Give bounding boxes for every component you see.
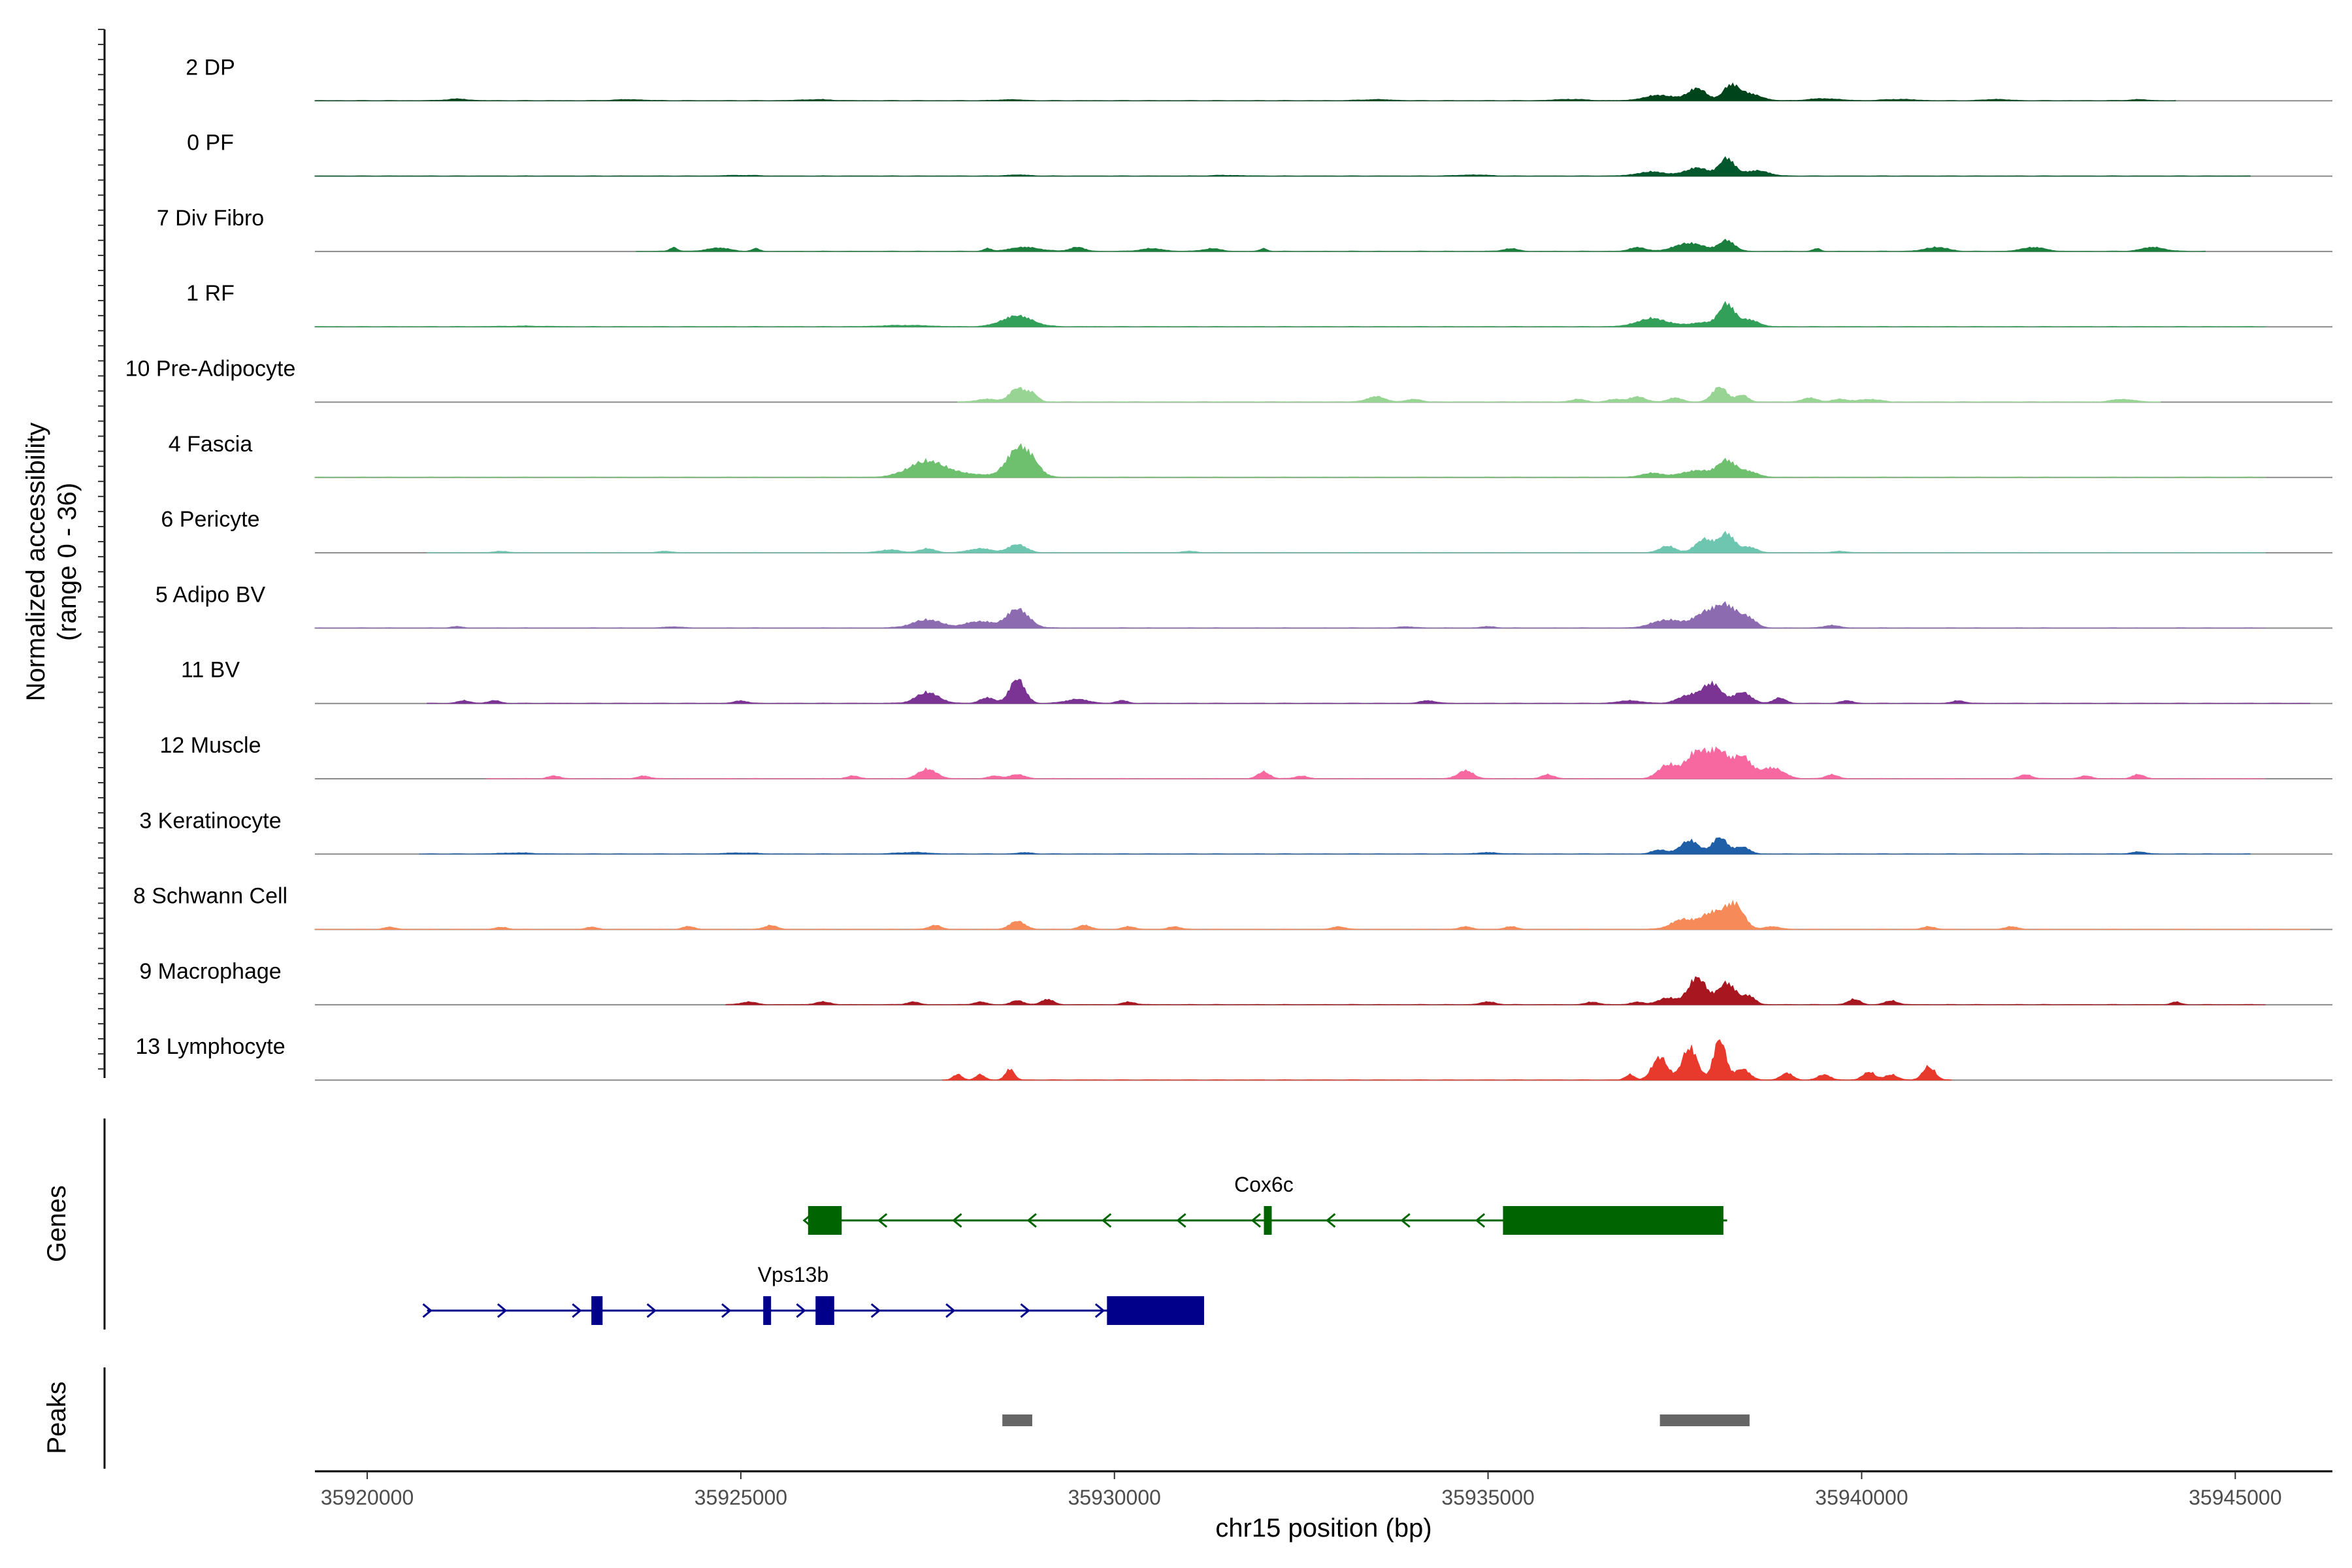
gene-label: Cox6c [1234, 1173, 1294, 1196]
strand-chevron [870, 1303, 881, 1318]
strand-chevron [945, 1303, 956, 1318]
strand-chevron [646, 1303, 657, 1318]
x-tick-label: 35925000 [694, 1486, 787, 1509]
track-label: 3 Keratinocyte [139, 808, 281, 833]
coverage-area [314, 155, 2251, 177]
track-label: 9 Macrophage [139, 959, 281, 984]
track-label: 11 BV [181, 658, 240, 683]
coverage-area [314, 443, 2266, 478]
strand-chevron [1326, 1213, 1336, 1228]
strand-chevron [796, 1303, 806, 1318]
gene-vps13b: Vps13b [422, 1263, 1205, 1325]
track-label: 2 DP [186, 55, 235, 80]
coverage-area [942, 1039, 1952, 1081]
track-1-rf: 1 RF [186, 281, 2332, 328]
accessibility-tracks: 2 DP 0 PF 7 Div Fibro 1 RF 10 Pre-Adipocyte 4… [125, 55, 2332, 1081]
peak-region [1002, 1414, 1032, 1426]
peak-region [1659, 1414, 1750, 1426]
track-3-keratinocyte: 3 Keratinocyte [139, 808, 2332, 855]
track-label: 8 Schwann Cell [133, 884, 287, 909]
track-6-pericyte: 6 Pericyte [161, 507, 2332, 554]
x-tick-label: 35945000 [2189, 1486, 2281, 1509]
track-label: 13 Lymphocyte [135, 1034, 285, 1059]
track-label: 12 Muscle [160, 733, 261, 758]
coverage-area [957, 386, 2161, 403]
peaks-panel [103, 1367, 1750, 1469]
gene-exon [1107, 1296, 1205, 1325]
coverage-area [486, 746, 2266, 779]
track-13-lymphocyte: 13 Lymphocyte [135, 1034, 2332, 1081]
peaks-panel-title: Peaks [42, 1381, 71, 1454]
strand-chevron [1250, 1213, 1262, 1228]
track-10-pre-adipocyte: 10 Pre-Adipocyte [125, 357, 2332, 403]
coverage-area [314, 601, 2266, 629]
coverage-area [419, 837, 2251, 855]
x-tick-label: 35935000 [1441, 1486, 1534, 1509]
strand-chevron [1026, 1213, 1037, 1228]
y-axis-title-line2: (range 0 - 36) [53, 483, 82, 641]
track-label: 7 Div Fibro [157, 206, 264, 231]
gene-exon [763, 1296, 772, 1325]
track-label: 4 Fascia [169, 432, 253, 457]
track-label: 1 RF [186, 281, 235, 306]
left-axis [98, 29, 106, 1078]
strand-chevron [1101, 1213, 1112, 1228]
strand-chevron [1475, 1213, 1486, 1228]
coverage-area [725, 976, 2266, 1005]
coverage-area [314, 900, 2311, 930]
coverage-area [427, 679, 2311, 704]
strand-chevron [877, 1213, 888, 1228]
track-5-adipo-bv: 5 Adipo BV [155, 582, 2332, 629]
strand-chevron [952, 1213, 962, 1228]
coverage-area [636, 238, 2206, 252]
gene-exon [591, 1296, 603, 1325]
track-label: 10 Pre-Adipocyte [125, 357, 296, 382]
track-label: 5 Adipo BV [155, 582, 266, 607]
track-4-fascia: 4 Fascia [169, 432, 2332, 478]
coverage-area [314, 82, 2176, 101]
track-label: 0 PF [187, 131, 234, 155]
strand-chevron [422, 1303, 433, 1318]
track-label: 6 Pericyte [161, 507, 259, 532]
genes-panel-title: Genes [42, 1185, 71, 1262]
gene-exon [808, 1206, 842, 1235]
gene-exon [1503, 1206, 1723, 1235]
strand-chevron [497, 1303, 508, 1318]
x-tick-label: 35930000 [1068, 1486, 1161, 1509]
gene-cox6c: Cox6c [802, 1173, 1727, 1235]
track-0-pf: 0 PF [187, 131, 2332, 177]
coverage-area [314, 301, 2266, 327]
x-axis: 35920000 35925000 35930000 35935000 35940000… [315, 1470, 2332, 1509]
track-12-muscle: 12 Muscle [160, 733, 2332, 779]
strand-chevron [572, 1303, 582, 1318]
y-axis-title-line1: Normalized accessibility [22, 423, 50, 702]
track-7-div-fibro: 7 Div Fibro [157, 206, 2332, 252]
strand-chevron [1176, 1213, 1186, 1228]
strand-chevron [721, 1303, 732, 1318]
gene-exon [1264, 1206, 1272, 1235]
strand-chevron [1400, 1213, 1411, 1228]
track-8-schwann-cell: 8 Schwann Cell [133, 884, 2332, 930]
strand-chevron [1094, 1303, 1105, 1318]
x-axis-title: chr15 position (bp) [1215, 1514, 1431, 1543]
gene-exon [815, 1296, 834, 1325]
track-11-bv: 11 BV [181, 658, 2332, 704]
genes-panel: Cox6c Vps13b [103, 1119, 1727, 1330]
track-2-dp: 2 DP [186, 55, 2332, 102]
gene-label: Vps13b [758, 1263, 829, 1286]
track-9-macrophage: 9 Macrophage [139, 959, 2332, 1005]
x-tick-label: 35940000 [1815, 1486, 1908, 1509]
strand-chevron [1020, 1303, 1030, 1318]
coverage-area [427, 531, 2266, 553]
x-tick-label: 35920000 [321, 1486, 414, 1509]
